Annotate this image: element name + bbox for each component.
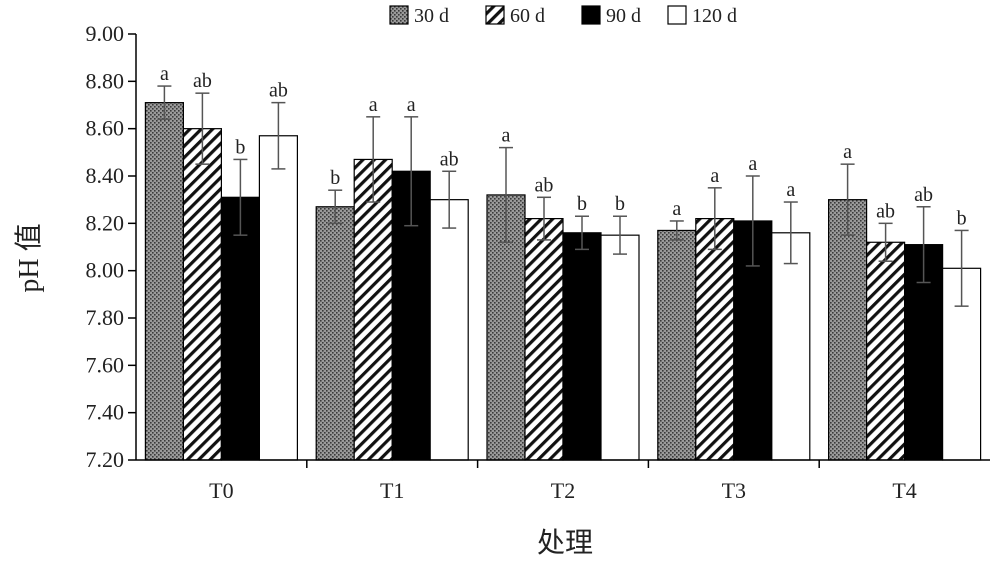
y-tick-label: 8.20: [86, 210, 125, 235]
legend-label: 120 d: [692, 5, 737, 27]
x-category-label: T2: [551, 478, 575, 503]
legend-swatch-90d: [581, 5, 601, 25]
significance-label: ab: [535, 174, 554, 196]
bar-t3-30d: [657, 229, 697, 461]
y-tick-label: 7.40: [86, 400, 125, 425]
x-category-label: T0: [209, 478, 233, 503]
legend-label: 30 d: [414, 5, 449, 27]
significance-label: a: [407, 94, 416, 116]
legend-label: 90 d: [606, 5, 641, 27]
x-axis-title: 处理: [537, 527, 593, 559]
significance-label: b: [615, 193, 625, 215]
bar-t4-30d: [827, 199, 868, 461]
bar-t2-60d: [524, 218, 564, 461]
legend-label: 60 d: [510, 5, 545, 27]
significance-label: b: [235, 136, 245, 158]
x-category-label: T3: [722, 478, 746, 503]
bar-t0-90d: [220, 196, 260, 461]
significance-label: a: [369, 94, 378, 116]
bar-t2-90d: [562, 232, 602, 461]
y-tick-label: 8.00: [86, 258, 125, 283]
significance-label: a: [160, 63, 169, 85]
y-axis-title: pH 值: [13, 223, 45, 292]
significance-label: a: [502, 125, 511, 147]
y-tick-label: 8.40: [86, 163, 125, 188]
bar-t1-30d: [315, 206, 355, 461]
significance-label: a: [748, 153, 757, 175]
y-tick-label: 8.80: [86, 68, 125, 93]
bar-t3-120d: [771, 232, 811, 461]
bar-t0-30d: [144, 102, 184, 461]
significance-label: ab: [440, 148, 459, 170]
legend-swatch-30d: [389, 5, 409, 25]
axes-group: 9.00 8.80 8.60 8.40 8.20 8.00 7.80 7.60 7.40 7.20…: [86, 21, 990, 503]
bar-t1-120d: [429, 199, 469, 461]
bar-t4-60d: [865, 241, 906, 461]
bar-t1-60d: [353, 158, 393, 461]
significance-label: a: [786, 179, 795, 201]
y-tick-label: 8.60: [86, 116, 125, 141]
significance-label: a: [672, 198, 681, 220]
x-category-label: T4: [892, 478, 916, 503]
y-tick-label: 7.20: [86, 447, 125, 472]
bar-t0-60d: [182, 128, 222, 461]
significance-label: ab: [914, 184, 933, 206]
significance-label: a: [843, 141, 852, 163]
significance-label: a: [710, 165, 719, 187]
significance-label: ab: [269, 80, 288, 102]
x-category-label: T1: [380, 478, 404, 503]
legend: 30 d 60 d 90 d 120 d: [384, 0, 774, 28]
significance-label: b: [330, 167, 340, 189]
legend-swatch-60d: [485, 5, 505, 25]
significance-label: b: [957, 207, 967, 229]
significance-label: b: [577, 193, 587, 215]
bar-t0-120d: [258, 135, 298, 461]
y-tick-label: 7.80: [86, 305, 125, 330]
bar-t3-60d: [695, 218, 735, 461]
bars-group: [144, 102, 982, 461]
y-tick-label: 7.60: [86, 352, 125, 377]
significance-label: ab: [876, 200, 895, 222]
error-bars-group: [157, 85, 969, 307]
legend-background: [384, 0, 774, 28]
significance-label: ab: [193, 70, 212, 92]
legend-swatch-120d: [667, 5, 687, 25]
y-tick-label: 9.00: [86, 21, 125, 46]
bar-t2-120d: [600, 234, 640, 461]
